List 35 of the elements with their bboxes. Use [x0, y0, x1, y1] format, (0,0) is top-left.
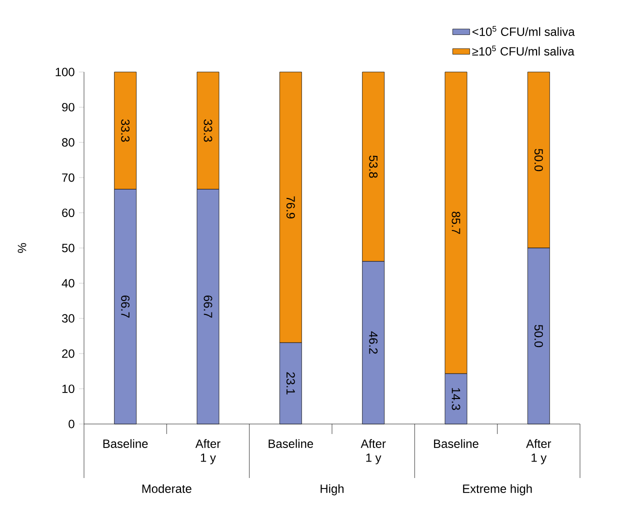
y-tick-label: 30	[62, 314, 74, 323]
data-label: 66.7	[121, 296, 130, 318]
x-tick-label: After 1 y	[360, 439, 386, 464]
y-tick-label: 70	[62, 173, 74, 182]
text: Extreme high	[463, 484, 532, 496]
y-tick-label: 100	[56, 68, 74, 76]
data-label: 33.3	[121, 119, 130, 142]
data-label: 33.3	[204, 119, 212, 142]
x-tick-label: Baseline	[434, 439, 478, 448]
y-tick-label: 40	[62, 278, 74, 288]
y-tick-label: 50	[62, 244, 74, 252]
y-tick-label: 90	[62, 102, 74, 112]
data-label: 46.2	[369, 331, 378, 354]
data-label: 50.0	[534, 324, 543, 348]
y-tick-label: 10	[62, 384, 74, 394]
legend-label: <10$^{5}$ CFU/ml saliva	[472, 26, 575, 36]
x-tick-label: Baseline	[268, 439, 314, 448]
text: High	[320, 484, 344, 496]
text: Moderate	[142, 484, 192, 493]
data-label: 50.0	[534, 148, 543, 172]
x-tick-label: After 1 y	[195, 439, 220, 464]
y-tick-label: 0	[68, 420, 74, 428]
data-label: 14.3	[452, 388, 460, 410]
x-tick-label: Baseline	[103, 439, 148, 448]
x-tick-label: After 1 y	[526, 439, 552, 464]
data-label: 85.7	[452, 212, 460, 234]
data-label: 76.9	[286, 196, 295, 218]
legend-label: ≥10$^{5}$ CFU/ml saliva	[472, 46, 574, 56]
y-tick-label: 20	[62, 349, 74, 358]
data-label: 23.1	[286, 372, 295, 394]
data-label: 66.7	[204, 296, 212, 318]
data-label: 53.8	[369, 156, 378, 178]
y-axis-title: %	[18, 243, 26, 253]
y-tick-label: 80	[62, 138, 74, 147]
y-tick-label: 60	[62, 208, 74, 218]
